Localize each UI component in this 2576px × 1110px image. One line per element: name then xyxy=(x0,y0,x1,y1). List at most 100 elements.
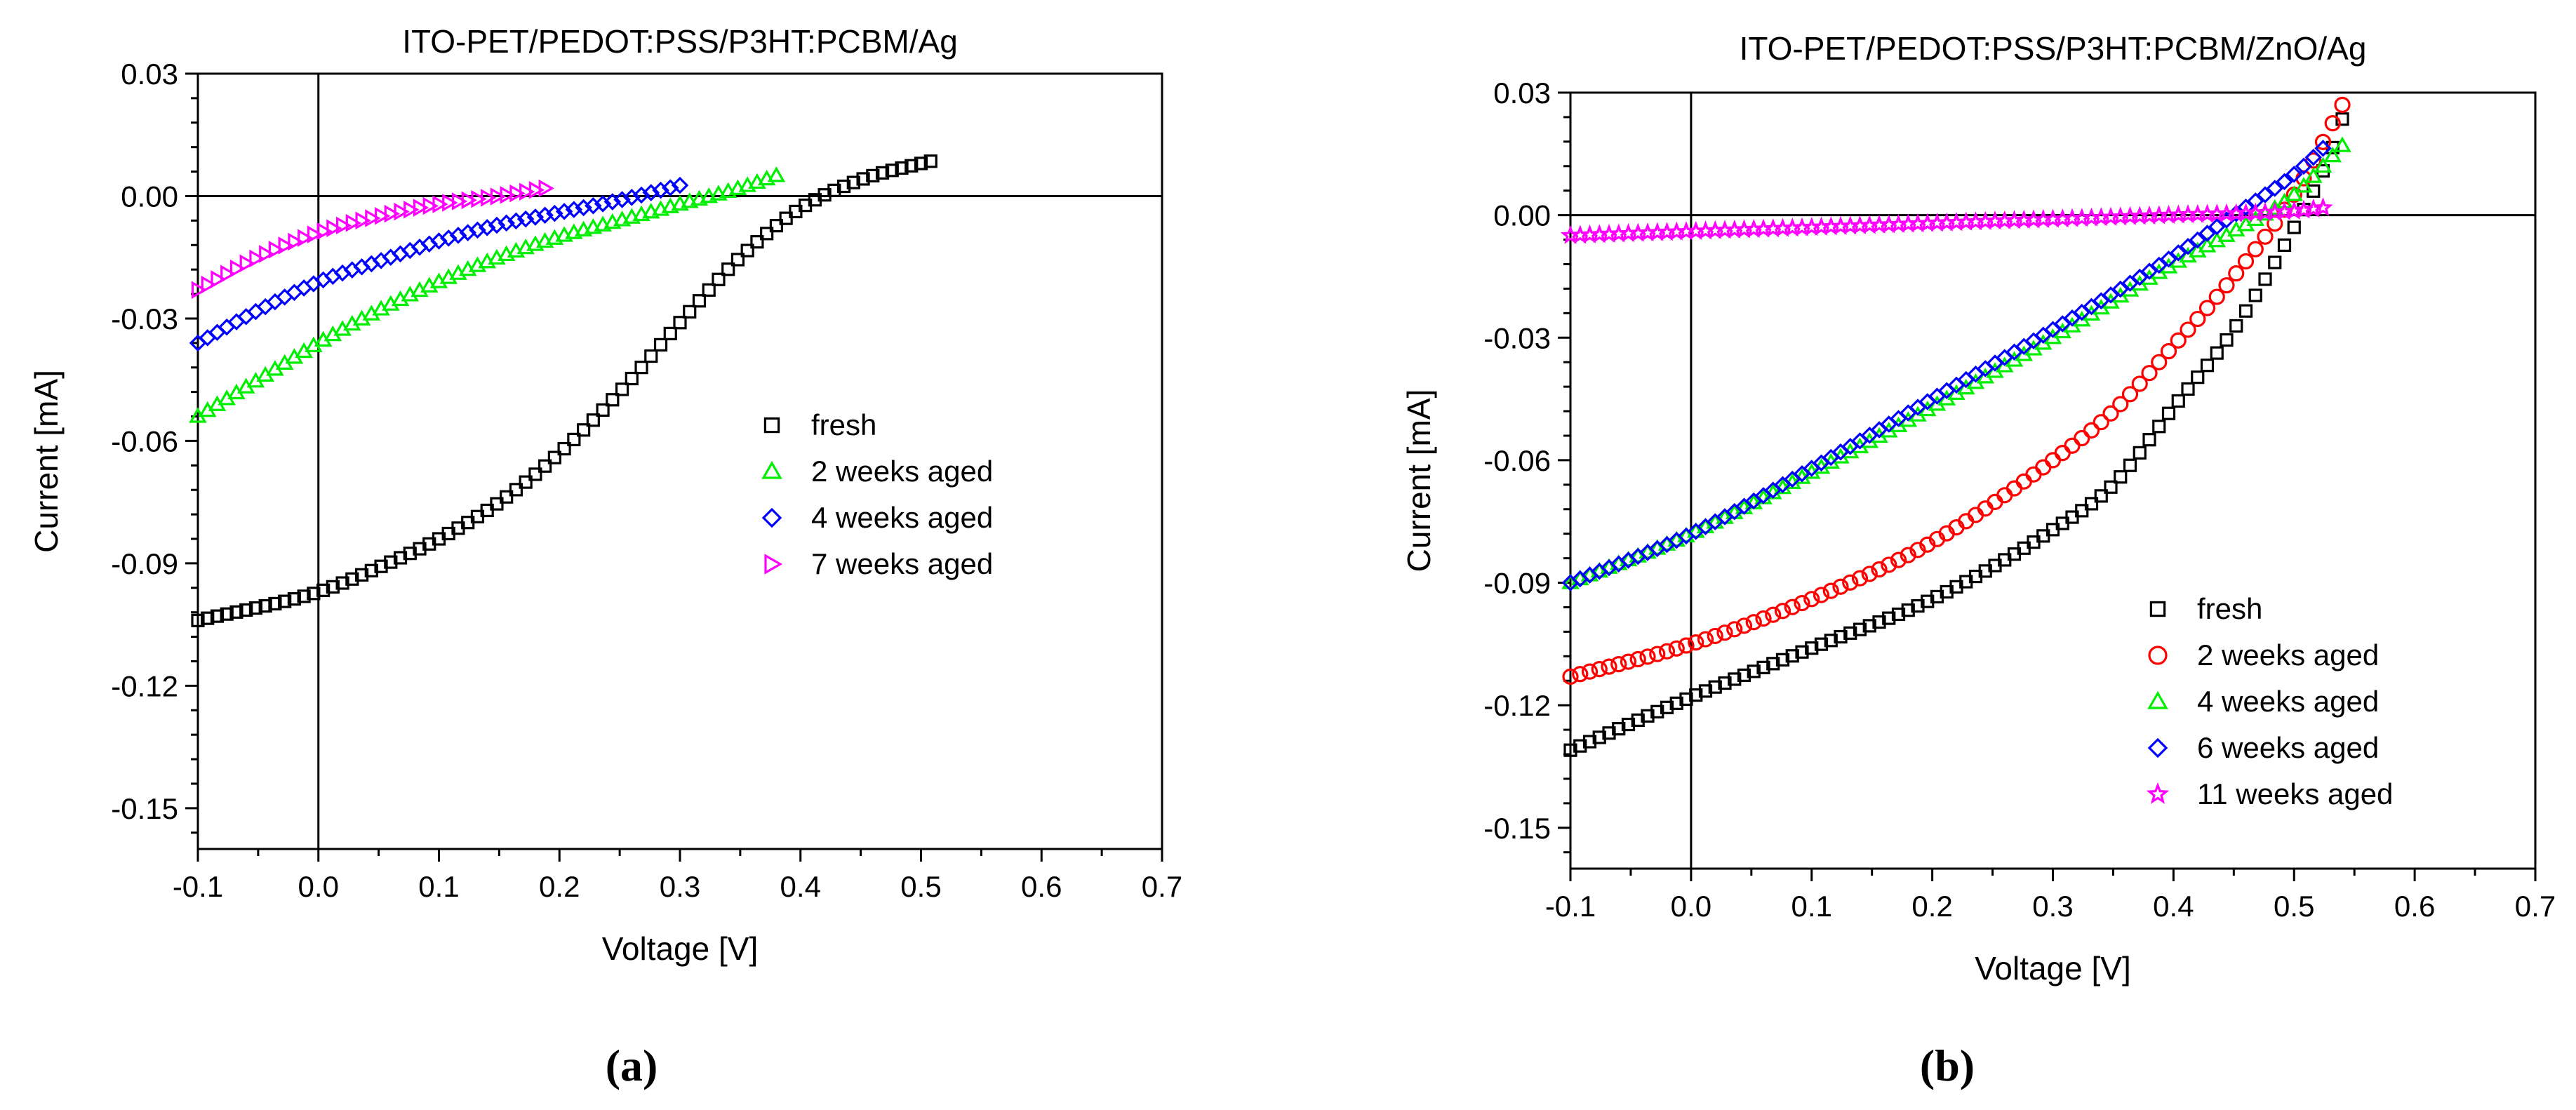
data-point xyxy=(1629,650,1646,668)
data-point xyxy=(500,490,514,504)
data-point xyxy=(519,475,533,489)
data-point xyxy=(2266,180,2284,197)
legend-label: 2 weeks aged xyxy=(811,455,993,488)
data-point xyxy=(1689,688,1703,702)
data-point xyxy=(652,181,669,199)
panel-label: (b) xyxy=(1920,1041,1975,1090)
data-point xyxy=(208,323,226,342)
x-tick-label: 0.3 xyxy=(660,870,700,903)
data-point xyxy=(1658,643,1676,660)
data-point xyxy=(1639,648,1656,665)
data-point xyxy=(712,272,726,286)
data-point xyxy=(1572,666,1589,683)
data-point xyxy=(827,183,841,197)
x-tick-label: 0.6 xyxy=(2394,890,2435,923)
data-point xyxy=(2044,452,2062,469)
x-tick-label: 0.2 xyxy=(539,870,580,903)
data-point xyxy=(2276,173,2293,191)
y-tick-label: -0.09 xyxy=(111,547,178,580)
x-tick-label: 0.7 xyxy=(2515,890,2556,923)
data-point xyxy=(1872,615,1886,629)
data-point xyxy=(730,253,745,267)
data-point xyxy=(2015,473,2032,490)
data-point xyxy=(199,329,217,347)
data-point xyxy=(2151,354,2168,370)
data-point xyxy=(721,262,735,276)
data-point xyxy=(767,166,786,182)
data-point xyxy=(1737,668,1751,682)
data-point xyxy=(663,326,677,340)
data-point xyxy=(2200,359,2215,373)
data-point xyxy=(2102,405,2119,422)
series-fresh xyxy=(1563,112,2349,757)
chart-panel-a: ITO-PET/PEDOT:PSS/P3HT:PCBM/Ag -0.1 0.0 0.1… xyxy=(28,23,1182,1090)
data-point xyxy=(2258,272,2272,286)
data-point xyxy=(923,154,937,168)
data-point xyxy=(239,603,253,617)
data-point xyxy=(2181,382,2195,396)
x-tick-label: 0.5 xyxy=(900,870,941,903)
legend-marker xyxy=(761,460,782,479)
data-point xyxy=(345,213,362,232)
data-point xyxy=(653,337,668,352)
data-point xyxy=(2140,262,2158,280)
data-point xyxy=(384,555,398,569)
data-point xyxy=(307,587,321,601)
data-point xyxy=(471,189,487,208)
data-point xyxy=(1716,624,1733,641)
series-7-weeks-aged xyxy=(191,179,554,299)
x-tick-label: 0.4 xyxy=(2153,890,2194,923)
data-point xyxy=(2237,199,2255,216)
data-point xyxy=(2093,414,2109,431)
data-point xyxy=(661,179,679,196)
data-point xyxy=(1785,649,1799,663)
data-point xyxy=(516,210,535,228)
legend-label: 11 weeks aged xyxy=(2197,777,2393,810)
x-tick-label: 0.2 xyxy=(1911,890,1952,923)
plot-frame xyxy=(196,72,1163,850)
data-point xyxy=(702,283,716,297)
chart-title: ITO-PET/PEDOT:PSS/P3HT:PCBM/ZnO/Ag xyxy=(1740,30,2367,67)
data-point xyxy=(2191,370,2205,385)
data-point xyxy=(1563,743,1577,757)
data-point xyxy=(403,200,420,219)
data-point xyxy=(345,572,359,586)
data-point xyxy=(2025,466,2042,483)
data-point xyxy=(1649,646,1666,662)
data-point xyxy=(1891,607,1906,622)
data-point xyxy=(519,182,535,201)
data-point xyxy=(565,201,583,218)
legend-label: 4 weeks aged xyxy=(2197,685,2379,718)
data-point xyxy=(1679,692,1693,707)
data-point xyxy=(603,193,622,210)
data-point xyxy=(442,194,458,212)
data-point xyxy=(1660,700,1674,714)
data-point xyxy=(594,195,612,213)
data-point xyxy=(191,613,205,627)
x-axis-label: Voltage [V] xyxy=(1975,950,2131,987)
legend-marker xyxy=(2147,737,2168,758)
data-point xyxy=(1803,591,1820,608)
data-point xyxy=(596,403,610,417)
data-point xyxy=(2131,375,2148,392)
data-point xyxy=(364,563,378,577)
data-point xyxy=(2208,218,2226,236)
data-point xyxy=(2180,321,2196,338)
data-point xyxy=(673,316,687,330)
data-point xyxy=(2150,256,2168,274)
data-point xyxy=(498,214,515,232)
data-point xyxy=(432,195,448,213)
x-tick-label: 0.0 xyxy=(298,870,339,903)
x-tick-label: 0.4 xyxy=(780,870,821,903)
data-point xyxy=(384,204,401,223)
data-point xyxy=(316,222,333,241)
data-point xyxy=(2133,446,2147,460)
legend-marker xyxy=(2147,690,2168,709)
data-point xyxy=(1601,658,1617,675)
data-point xyxy=(2189,231,2207,249)
data-point xyxy=(2142,433,2156,447)
legend-label: fresh xyxy=(811,408,876,441)
x-tick-label: -0.1 xyxy=(1545,890,1596,923)
